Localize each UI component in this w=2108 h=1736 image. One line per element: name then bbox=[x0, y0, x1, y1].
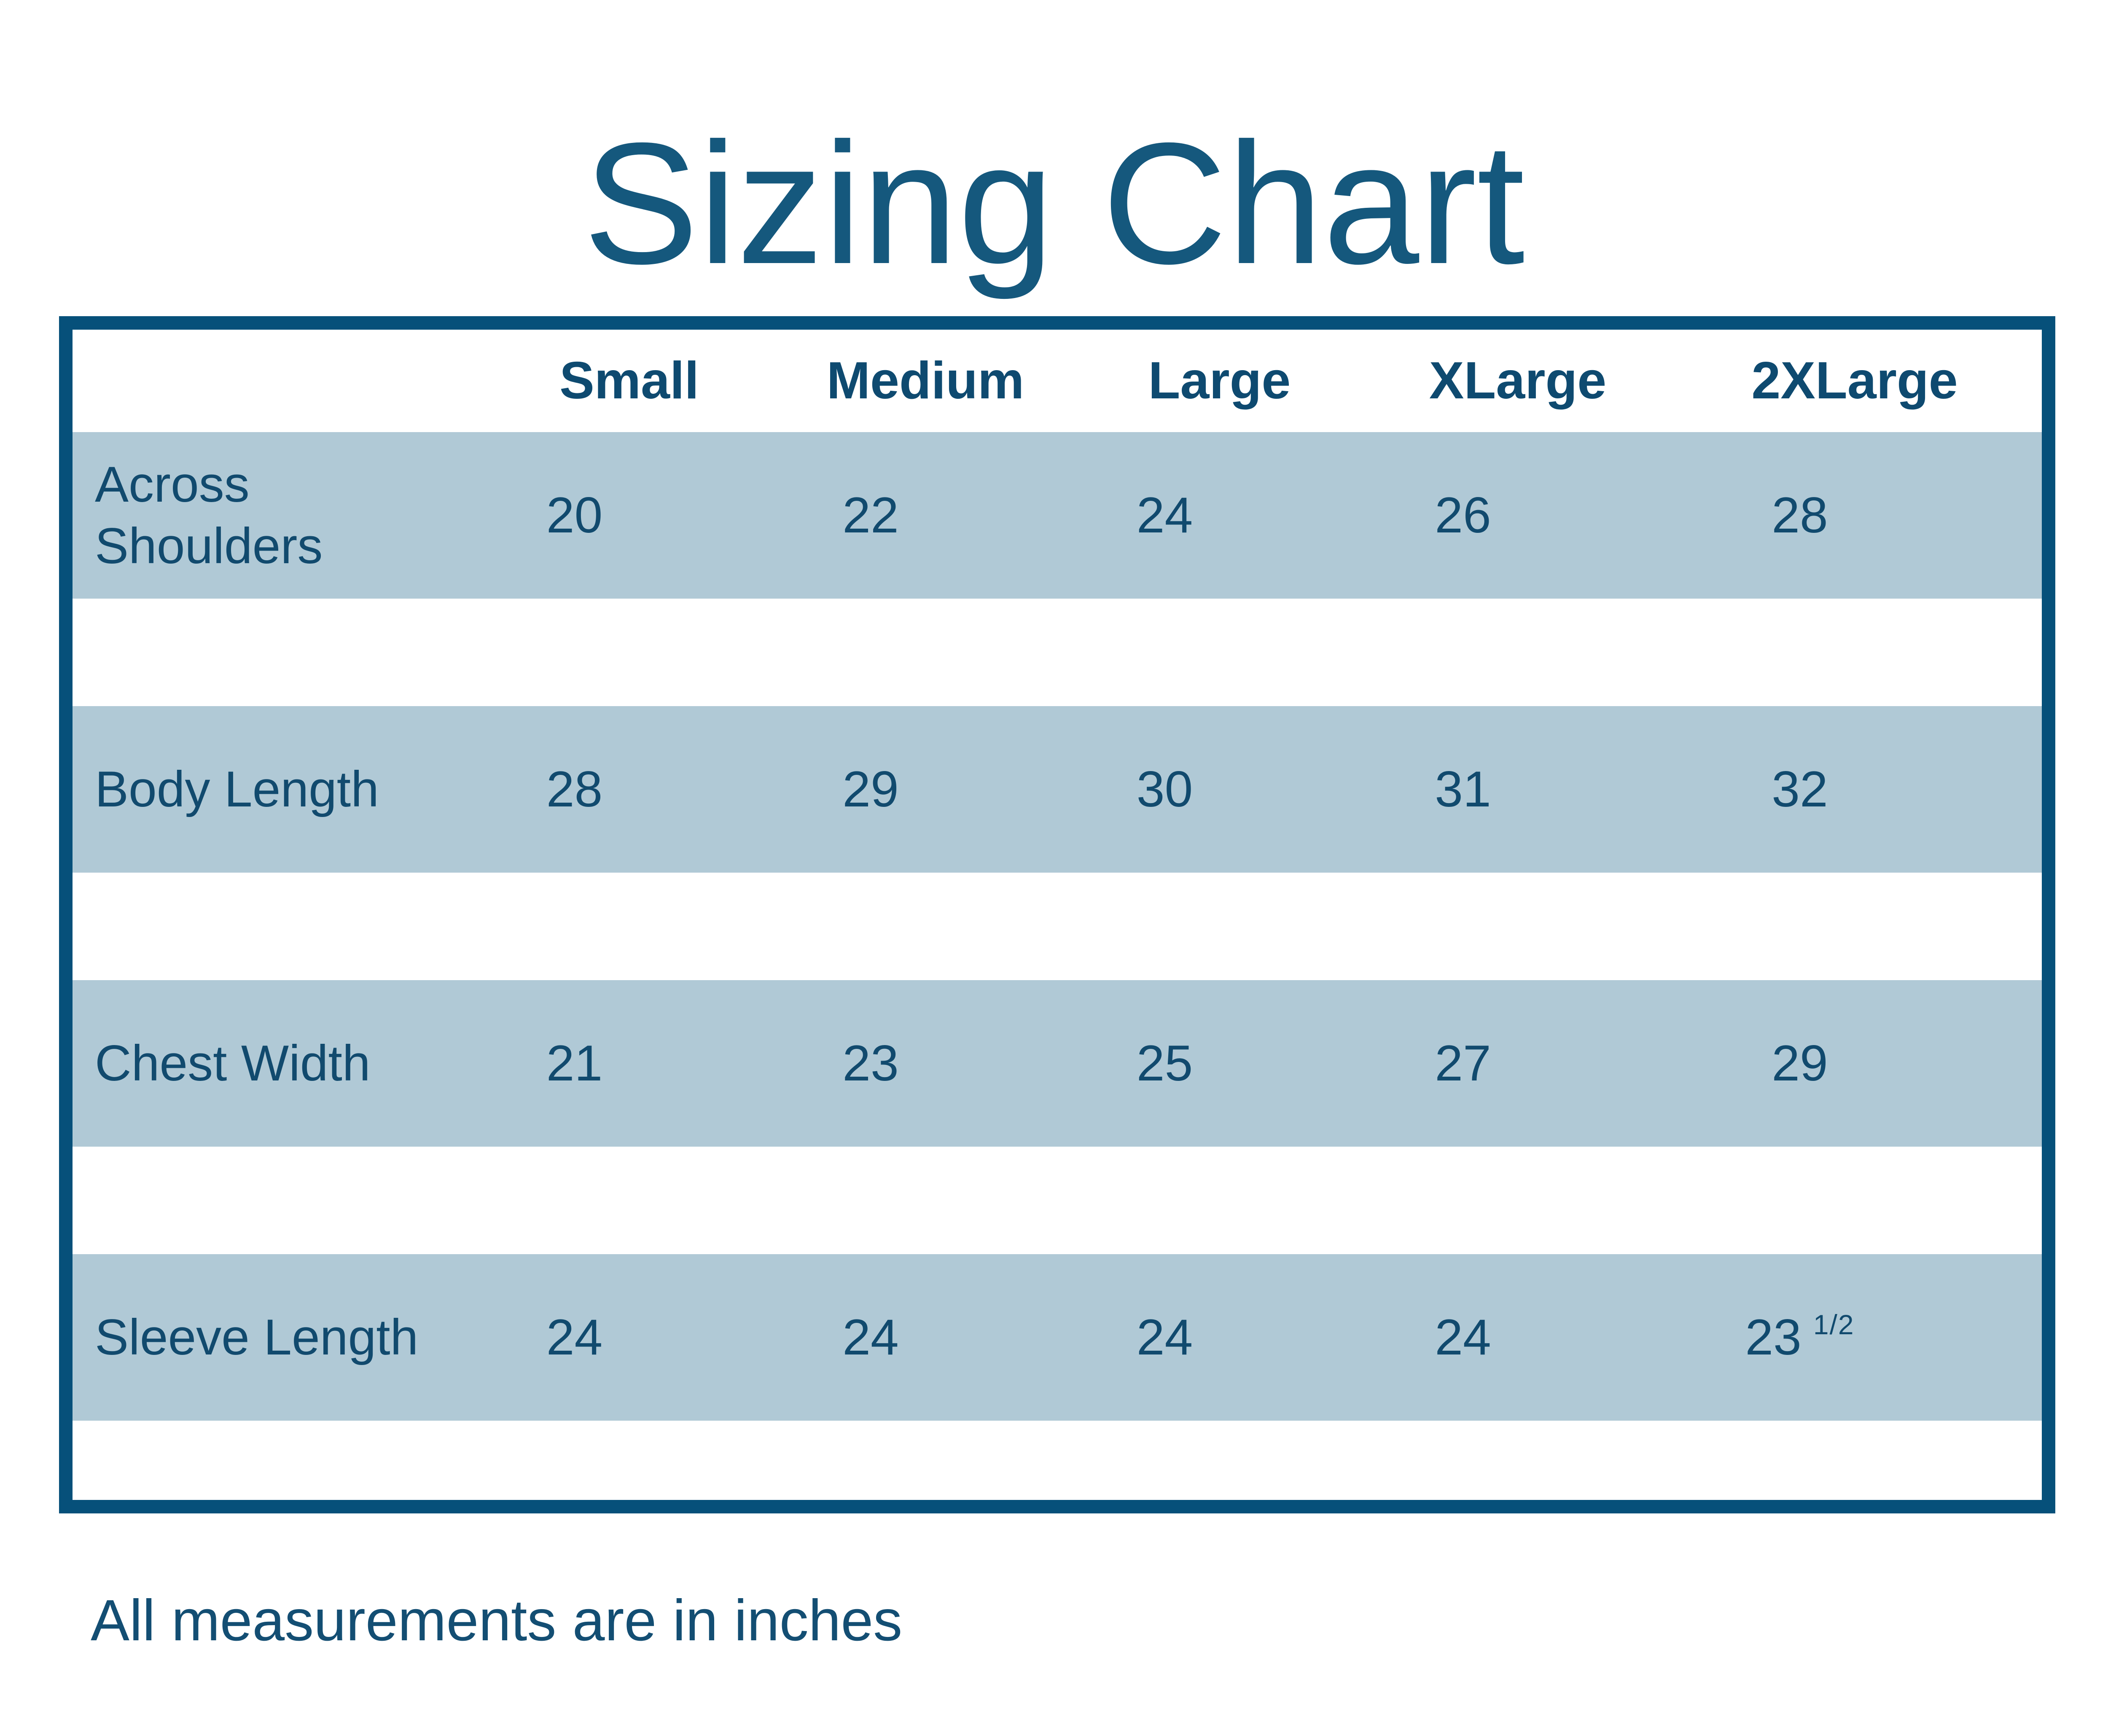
cell-body-length-2xlarge: 32 bbox=[1772, 761, 1828, 817]
table-row-sleeve-length: Sleeve Length 24 24 24 24 23 1/2 bbox=[73, 1254, 2042, 1421]
cell-sleeve-length-2xlarge: 23 1/2 bbox=[1667, 1307, 2042, 1368]
page-title: Sizing Chart bbox=[583, 107, 1525, 300]
row-label: Across Shoulders bbox=[95, 456, 323, 574]
cell-chest-width-large: 25 bbox=[1136, 1035, 1193, 1091]
cell-across-shoulders-xlarge: 26 bbox=[1435, 486, 1491, 543]
cell-sleeve-length-medium: 24 bbox=[842, 1309, 899, 1365]
header-cell-small: Small bbox=[559, 352, 699, 410]
header-cell-large: Large bbox=[1148, 352, 1291, 410]
cell-body-length-small: 28 bbox=[546, 761, 603, 817]
cell-across-shoulders-2xlarge: 28 bbox=[1772, 486, 1828, 543]
row-spacer bbox=[73, 1147, 2042, 1254]
cell-across-shoulders-small: 20 bbox=[546, 486, 603, 543]
cell-sleeve-length-large: 24 bbox=[1136, 1309, 1193, 1365]
footer-note: All measurements are in inches bbox=[91, 1588, 903, 1653]
row-label: Chest Width bbox=[95, 1035, 371, 1091]
cell-sleeve-length-small: 24 bbox=[546, 1309, 603, 1365]
table-row-body-length: Body Length 28 29 30 31 32 bbox=[73, 706, 2042, 873]
cell-sleeve-length-xlarge: 24 bbox=[1435, 1309, 1491, 1365]
table-row-chest-width: Chest Width 21 23 25 27 29 bbox=[73, 980, 2042, 1147]
table-row-across-shoulders: Across Shoulders 20 22 24 26 28 bbox=[73, 432, 2042, 599]
row-label: Sleeve Length bbox=[95, 1309, 419, 1365]
row-label: Body Length bbox=[95, 761, 379, 817]
cell-body-length-xlarge: 31 bbox=[1435, 761, 1491, 817]
fraction-superscript: 1/2 bbox=[1813, 1309, 1855, 1340]
cell-body-length-large: 30 bbox=[1136, 761, 1193, 817]
sizing-chart-table: Small Medium Large XLarge 2XLarge Across… bbox=[59, 316, 2055, 1513]
header-cell-medium: Medium bbox=[826, 352, 1024, 410]
cell-chest-width-small: 21 bbox=[546, 1035, 603, 1091]
fraction-base: 23 bbox=[1745, 1309, 1801, 1365]
table-header-row: Small Medium Large XLarge 2XLarge bbox=[73, 330, 2042, 432]
row-spacer-bottom bbox=[73, 1421, 2042, 1500]
row-spacer bbox=[73, 599, 2042, 706]
header-cell-2xlarge: 2XLarge bbox=[1751, 352, 1958, 410]
cell-chest-width-medium: 23 bbox=[842, 1035, 899, 1091]
header-cell-xlarge: XLarge bbox=[1429, 352, 1607, 410]
cell-body-length-medium: 29 bbox=[842, 761, 899, 817]
cell-chest-width-2xlarge: 29 bbox=[1772, 1035, 1828, 1091]
cell-across-shoulders-large: 24 bbox=[1136, 486, 1193, 543]
cell-across-shoulders-medium: 22 bbox=[842, 486, 899, 543]
cell-chest-width-xlarge: 27 bbox=[1435, 1035, 1491, 1091]
row-spacer bbox=[73, 873, 2042, 980]
